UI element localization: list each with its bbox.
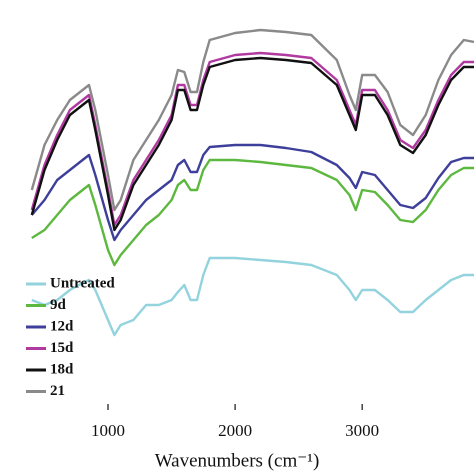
- x-tick-label: 2000: [218, 421, 252, 440]
- series-line: [30, 56, 474, 232]
- legend-label: 12d: [50, 318, 74, 334]
- x-tick-label: 1000: [91, 421, 125, 440]
- series-line: [31, 158, 474, 267]
- legend-label: 18d: [50, 361, 74, 377]
- legend-label: 15d: [50, 340, 74, 356]
- legend-label: 21: [50, 383, 65, 399]
- series-line: [31, 256, 474, 337]
- legend-label: Untreated: [50, 275, 115, 291]
- series-line: [30, 143, 474, 242]
- series-line: [30, 28, 474, 212]
- x-tick-label: 3000: [345, 421, 379, 440]
- x-axis-label: Wavenumbers (cm⁻¹): [155, 450, 320, 471]
- legend-label: 9d: [50, 297, 67, 313]
